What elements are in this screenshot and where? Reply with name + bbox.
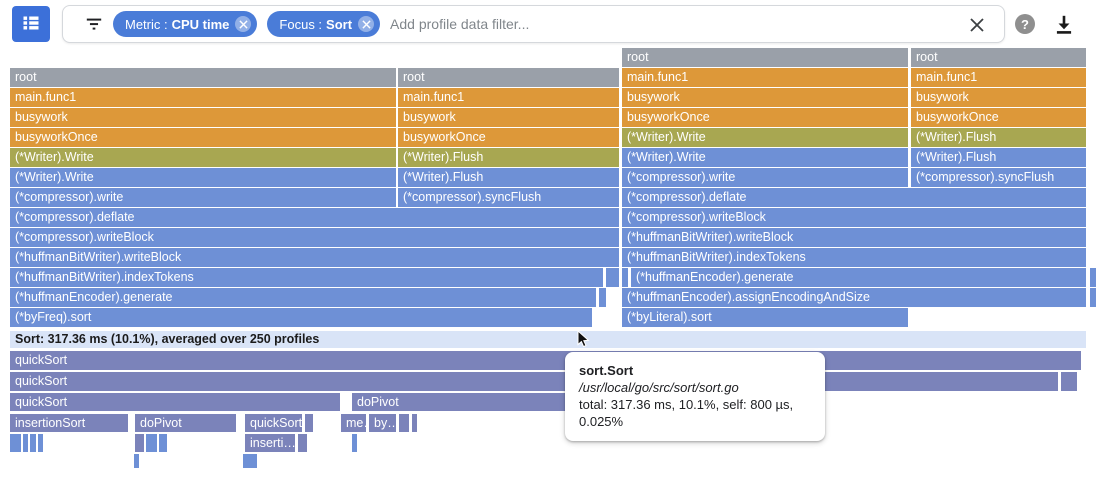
flame-box[interactable]: (*compressor).syncFlush — [398, 188, 619, 207]
flame-box[interactable]: (*compressor).deflate — [10, 208, 619, 227]
filter-bar[interactable]: Metric : CPU time Focus : Sort Add profi… — [62, 5, 1005, 43]
flame-box[interactable]: busyworkOnce — [911, 108, 1086, 127]
flame-box-sliver[interactable] — [305, 414, 313, 432]
filter-input-placeholder[interactable]: Add profile data filter... — [390, 16, 530, 32]
tooltip-source-path: /usr/local/go/src/sort/sort.go — [579, 380, 739, 395]
tooltip-function-name: sort.Sort — [579, 363, 634, 378]
filter-list-icon — [85, 15, 103, 33]
download-icon[interactable] — [1052, 12, 1076, 36]
flame-box[interactable]: quickSort — [10, 372, 1058, 391]
flame-box-sliver[interactable] — [606, 268, 619, 287]
tooltip-stats: total: 317.36 ms, 10.1%, self: 800 µs, 0… — [579, 397, 794, 429]
flame-box[interactable]: busyworkOnce — [10, 128, 396, 147]
flame-box[interactable]: busyworkOnce — [622, 108, 908, 127]
flame-box[interactable]: (*Writer).Flush — [911, 148, 1086, 167]
flame-box-sliver[interactable] — [38, 434, 43, 452]
menu-button[interactable] — [12, 6, 50, 42]
flame-box[interactable]: (*huffmanEncoder).generate — [631, 268, 1086, 287]
flame-box[interactable]: main.func1 — [10, 88, 396, 107]
flame-box[interactable]: doPivot — [135, 414, 236, 432]
flame-box-sliver[interactable] — [30, 434, 36, 452]
flame-box-sliver[interactable] — [248, 454, 253, 468]
flame-box-sliver[interactable] — [412, 414, 417, 432]
flame-box[interactable]: (*compressor).writeBlock — [622, 208, 1086, 227]
flame-box[interactable]: main.func1 — [398, 88, 619, 107]
flame-box[interactable]: (*Writer).Write — [10, 148, 396, 167]
chip-value: CPU time — [171, 16, 230, 32]
flame-box-sliver[interactable] — [135, 434, 144, 452]
flame-box[interactable]: (*huffmanBitWriter).indexTokens — [622, 248, 1086, 267]
flame-box[interactable]: (*Writer).Flush — [398, 168, 619, 187]
flame-box[interactable]: (*huffmanEncoder).assignEncodingAndSize — [622, 288, 1086, 307]
frame-tooltip: sort.Sort /usr/local/go/src/sort/sort.go… — [565, 352, 825, 441]
chip-value: Sort — [326, 16, 353, 32]
flame-box[interactable]: quickSort — [245, 414, 302, 432]
flame-box[interactable]: (*byFreq).sort — [10, 308, 592, 327]
flame-box[interactable]: me… — [341, 414, 366, 432]
flame-box[interactable]: busywork — [398, 108, 619, 127]
flame-box[interactable]: (*byLiteral).sort — [622, 308, 908, 327]
flame-box-sliver[interactable] — [134, 454, 139, 468]
flame-box[interactable]: busywork — [911, 88, 1086, 107]
filter-chip-focus[interactable]: Focus : Sort — [267, 11, 381, 37]
flame-box[interactable]: quickSort — [10, 351, 1081, 370]
flame-box-sliver[interactable] — [298, 434, 307, 452]
flame-box-sliver[interactable] — [399, 414, 409, 432]
flame-box[interactable]: insertionSort — [10, 414, 128, 432]
flame-box[interactable]: (*compressor).syncFlush — [911, 168, 1086, 187]
chip-remove-icon[interactable] — [358, 16, 375, 32]
flame-box[interactable]: (*Writer).Write — [10, 168, 396, 187]
flame-box[interactable]: (*compressor).writeBlock — [10, 228, 619, 247]
view-list-icon — [21, 13, 41, 36]
chip-label: Focus : — [279, 16, 323, 32]
flame-box[interactable]: (*huffmanBitWriter).writeBlock — [10, 248, 619, 267]
flame-box-sliver[interactable] — [159, 434, 167, 452]
flame-box[interactable]: (*Writer).Flush — [911, 128, 1086, 147]
flame-box[interactable]: (*compressor).deflate — [622, 188, 1086, 207]
mouse-cursor-icon — [576, 329, 592, 353]
flame-box-sliver[interactable] — [252, 454, 257, 468]
help-icon[interactable]: ? — [1015, 14, 1035, 34]
flame-box[interactable]: main.func1 — [911, 68, 1086, 87]
filter-chip-metric[interactable]: Metric : CPU time — [113, 11, 258, 37]
flame-box[interactable]: (*huffmanEncoder).generate — [10, 288, 596, 307]
flame-box-sliver[interactable] — [10, 434, 21, 452]
flame-box-sliver[interactable] — [599, 288, 606, 307]
flame-box[interactable]: (*huffmanBitWriter).indexTokens — [10, 268, 603, 287]
chip-remove-icon[interactable] — [235, 16, 252, 32]
chip-label: Metric : — [125, 16, 168, 32]
flame-box[interactable]: (*compressor).write — [622, 168, 908, 187]
flame-box[interactable]: (*Writer).Write — [622, 148, 908, 167]
flame-box[interactable]: root — [398, 68, 619, 87]
clear-filter-icon[interactable] — [968, 16, 986, 34]
flame-box-sliver[interactable] — [23, 434, 28, 452]
flame-box-sliver[interactable] — [146, 434, 157, 452]
flame-box[interactable]: (*Writer).Write — [622, 128, 908, 147]
flame-box[interactable]: root — [911, 48, 1086, 67]
flame-box-sliver[interactable] — [622, 268, 628, 287]
flame-box[interactable]: busyworkOnce — [398, 128, 619, 147]
toolbar: Metric : CPU time Focus : Sort Add profi… — [0, 0, 1096, 48]
flame-box-sliver[interactable] — [243, 454, 248, 468]
flame-box-sliver[interactable] — [1061, 372, 1077, 391]
flame-box[interactable]: by… — [369, 414, 396, 432]
flame-box[interactable]: busywork — [10, 108, 396, 127]
flame-box[interactable]: (*huffmanBitWriter).writeBlock — [622, 228, 1086, 247]
flame-box[interactable]: (*compressor).write — [10, 188, 396, 207]
flame-box[interactable]: inserti… — [245, 434, 295, 452]
flame-box-sliver[interactable] — [352, 434, 357, 452]
flame-box[interactable]: main.func1 — [622, 68, 908, 87]
flame-box[interactable]: (*Writer).Flush — [398, 148, 619, 167]
flame-box[interactable]: busywork — [622, 88, 908, 107]
flame-box[interactable]: root — [10, 68, 396, 87]
flame-box-sliver[interactable] — [1090, 268, 1096, 287]
flame-box[interactable]: quickSort — [10, 393, 340, 411]
flame-box-sliver[interactable] — [1090, 288, 1096, 307]
flame-box[interactable]: Sort: 317.36 ms (10.1%), averaged over 2… — [10, 331, 1086, 348]
flame-box[interactable]: root — [622, 48, 908, 67]
